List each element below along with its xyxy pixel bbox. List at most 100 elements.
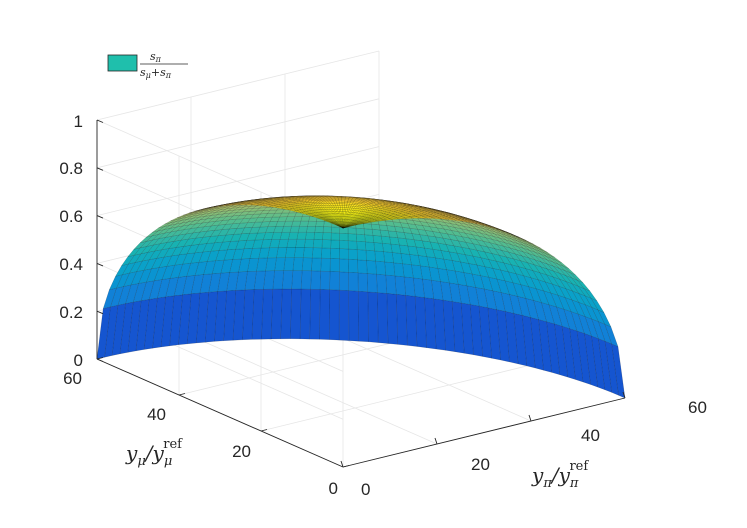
- surface-patch-0-38: [341, 224, 344, 229]
- surface-patch-39-35: [309, 289, 321, 340]
- surface-patch-0-26: [342, 224, 345, 229]
- surface-patch-37-31: [348, 259, 359, 273]
- surface-patch-13-59: [256, 204, 266, 207]
- x-tick-label-2: 40: [581, 426, 600, 445]
- z-tick-label-5: 1: [74, 112, 83, 131]
- surface-patch-39-30: [358, 291, 369, 342]
- surface-patch-34-35: [313, 232, 324, 240]
- y-tick-1: [260, 429, 268, 432]
- surface-patch-20-59: [213, 204, 224, 208]
- surface-patch-39-38: [280, 288, 292, 340]
- surface-patch-36-32: [339, 248, 349, 260]
- surface-patch-0-49: [338, 224, 344, 229]
- surface-patch-33-35: [314, 226, 324, 233]
- surface-patch-0-9: [342, 225, 349, 229]
- surface-patch-38-31: [348, 272, 359, 292]
- surface-patch-33-31: [347, 227, 357, 235]
- surface-patch-39-28: [377, 292, 389, 344]
- surface-patch-0-30: [342, 224, 344, 229]
- surface-patch-8-59: [287, 209, 296, 212]
- surface-patch-32-37: [299, 220, 309, 227]
- surface-patch-37-37: [292, 257, 304, 271]
- surface-patch-35-35: [312, 239, 323, 249]
- surface-patch-38-28: [376, 274, 387, 294]
- surface-patch-35-27: [382, 243, 393, 253]
- x-axis-line: [342, 397, 626, 468]
- z-tick-1: [96, 310, 104, 315]
- surface-patch-34-29: [364, 234, 375, 243]
- surface-patch-37-27: [384, 261, 396, 277]
- surface-patch-35-37: [295, 239, 306, 248]
- y-tick-label-3: 60: [63, 369, 82, 388]
- surface-patch-39-25: [405, 295, 418, 347]
- surface-patch-35-30: [356, 241, 367, 251]
- surface-patch-15-59: [244, 203, 254, 206]
- surface-patch-1-59: [330, 222, 338, 226]
- surface-patch-34-59: [127, 247, 141, 258]
- surface-patch-37-29: [366, 260, 377, 275]
- surface-patch-36-26: [391, 252, 403, 264]
- surface-patch-35-33: [330, 239, 340, 249]
- x-tick-1: [434, 437, 438, 445]
- surface-patch-33-27: [379, 229, 390, 238]
- surface-patch-36-36: [303, 247, 314, 259]
- surface-patch-34-28: [372, 235, 383, 244]
- surface-patch-36-37: [294, 247, 305, 258]
- surface-patch-36-29: [365, 250, 376, 262]
- surface-patch-36-31: [348, 248, 358, 260]
- surface-patch-12-59: [263, 205, 272, 207]
- surface-patch-33-37: [297, 226, 308, 233]
- surface-patch-34-33: [330, 232, 340, 241]
- surface-patch-0-20: [342, 225, 347, 229]
- surface-patch-7-32: [342, 207, 345, 210]
- z-tick-4: [96, 167, 104, 171]
- y-tick-2: [178, 393, 186, 396]
- surface-patch-38-59: [102, 287, 117, 309]
- surface-patch-8-32: [341, 205, 345, 208]
- surface-patch-0-15: [342, 225, 348, 229]
- surface-patch-33-33: [331, 226, 340, 234]
- y-axis-label: yμ/yμref: [125, 437, 183, 469]
- z-tick-label-3: 0.6: [59, 207, 83, 226]
- surface-patch-38-37: [291, 270, 303, 290]
- surface-patch-34-26: [389, 236, 400, 246]
- x-tick-label-0: 0: [361, 480, 370, 499]
- surface-patch-34-32: [339, 233, 349, 241]
- surface-patch-32-35: [315, 221, 325, 227]
- surface-patch-0-28: [342, 224, 345, 229]
- surface-patch-37-34: [320, 257, 331, 272]
- surface-patch-37-59: [108, 274, 123, 291]
- y-tick-label-2: 40: [147, 405, 166, 424]
- surface-patch-35-26: [390, 243, 402, 254]
- surface-patch-0-58: [336, 225, 344, 229]
- legend-swatch: [107, 54, 138, 72]
- grid-line-floor-x-1: [190, 335, 438, 445]
- surface-patch-34-34: [322, 232, 332, 241]
- surface-patch-9-31: [344, 203, 348, 206]
- surface-patch-6-31: [343, 209, 346, 212]
- surface-patch-38-29: [367, 273, 378, 293]
- surface-patch-33-36: [306, 226, 316, 233]
- surface-patch-32-36: [307, 220, 317, 227]
- surface-patch-21-59: [207, 205, 218, 209]
- surface-patch-36-59: [115, 263, 129, 277]
- surface-patch-0-3: [342, 225, 350, 229]
- surface-patch-6-59: [299, 212, 308, 215]
- surface-patch-34-36: [305, 232, 315, 240]
- surface-patch-10-59: [275, 206, 284, 209]
- surface-patch-33-32: [339, 227, 349, 234]
- legend-denominator: sμ+sπ: [140, 66, 172, 80]
- surface-patch-35-36: [304, 239, 315, 248]
- surface-patch-23-59: [195, 208, 206, 212]
- surface-patch-35-29: [365, 241, 375, 252]
- y-tick-label-0: 0: [329, 479, 338, 498]
- surface-patch-28-59: [164, 219, 177, 225]
- surface-patch-39-26: [396, 294, 408, 346]
- surface-patch-37-30: [357, 259, 368, 274]
- x-axis-label: yπ/yπref: [531, 459, 589, 491]
- grid-line-wall-back-z-4: [96, 98, 380, 169]
- surface-patch-35-34: [321, 239, 332, 249]
- surface-patch-11-59: [269, 205, 278, 208]
- surface-patch-39-32: [338, 289, 350, 341]
- surface-patch-39-31: [348, 290, 359, 342]
